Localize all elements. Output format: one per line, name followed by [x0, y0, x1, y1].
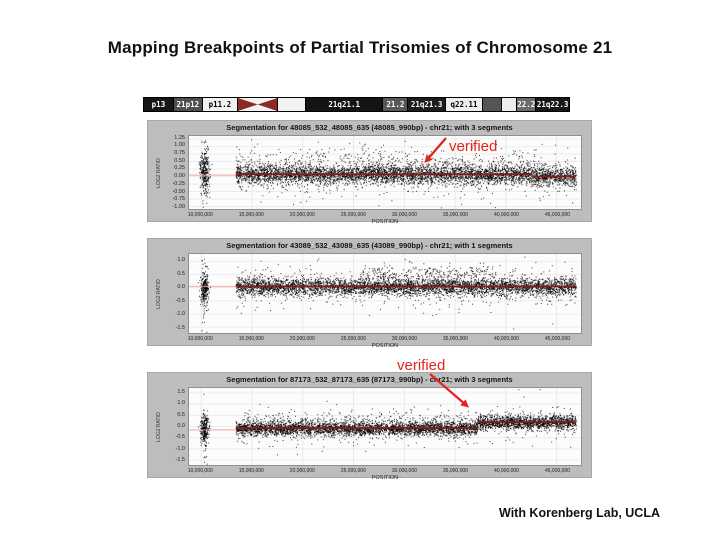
y-axis-label: LOG2 RATIO [156, 278, 162, 309]
y-tick-label: 1.0 [177, 257, 185, 264]
x-tick-label: 30,000,000 [391, 212, 417, 218]
x-tick-label: 25,000,000 [340, 468, 366, 474]
y-tick-label: 0.75 [174, 150, 185, 157]
x-tick-label: 45,000,000 [544, 212, 571, 218]
y-tick-label: -0.5 [175, 434, 185, 441]
y-tick-label: 0.5 [177, 411, 185, 418]
y-tick-label: 0.0 [177, 284, 185, 291]
y-tick-label: 1.00 [174, 142, 185, 149]
plot-area [188, 253, 582, 334]
y-tick-label: 0.5 [177, 270, 185, 277]
plot-area [188, 135, 582, 210]
chart-title: Segmentation for 48085_532_48085_635 (48… [226, 123, 513, 132]
segmentation-chart-3: Segmentation for 87173_532_87173_635 (87… [147, 372, 592, 481]
y-tick-label: 0.0 [177, 423, 185, 429]
x-tick-label: 45,000,000 [544, 468, 571, 474]
x-tick-label: 10,000,000 [187, 468, 213, 474]
scatter-canvas [189, 254, 581, 333]
ideogram-band: p11.2 [201, 98, 238, 111]
y-tick-label: -1.00 [172, 204, 185, 211]
y-tick-label: -0.50 [172, 188, 185, 195]
scatter-canvas [189, 136, 581, 209]
x-tick-label: 25,000,000 [340, 336, 366, 342]
ideogram-band: 21q22.3 [535, 98, 569, 111]
x-tick-label: 15,000,000 [238, 336, 264, 342]
centromere-band [237, 98, 278, 111]
y-tick-label: 0.25 [174, 165, 185, 172]
y-tick-label: -0.75 [172, 196, 185, 203]
x-tick-label: 10,000,000 [187, 336, 213, 342]
y-tick-label: 1.25 [174, 134, 185, 141]
x-tick-label: 40,000,000 [493, 212, 519, 218]
x-tick-label: 45,000,000 [544, 336, 571, 342]
ideogram-band: 21.2 [382, 98, 408, 111]
ideogram-band: 21p12 [172, 98, 202, 111]
x-tick-label: 10,000,000 [187, 212, 213, 218]
y-tick-label: -0.25 [172, 180, 185, 187]
y-tick-label: 1.0 [177, 400, 185, 407]
ideogram-band: 21q21.3 [407, 98, 445, 111]
x-tick-label: 40,000,000 [493, 336, 519, 342]
ideogram-band: q22.11 [444, 98, 483, 111]
x-tick-label: 20,000,000 [289, 212, 315, 218]
y-tick-label: 1.5 [177, 388, 185, 395]
plot-area [188, 387, 582, 466]
ideogram-band [482, 98, 501, 111]
slide-title: Mapping Breakpoints of Partial Trisomies… [107, 38, 613, 57]
x-tick-label: 35,000,000 [442, 212, 468, 218]
segmentation-chart-2: Segmentation for 43089_532_43089_635 (43… [147, 238, 592, 349]
y-tick-label: -1.0 [175, 311, 185, 318]
x-tick-label: 20,000,000 [289, 468, 315, 474]
ideogram-band: 22.2 [516, 98, 536, 111]
x-tick-label: 30,000,000 [391, 336, 417, 342]
x-axis-label: POSITION [371, 475, 399, 481]
credit-text: With Korenberg Lab, UCLA [499, 506, 660, 520]
ideogram-band [500, 98, 517, 111]
ideogram-band [277, 98, 306, 111]
x-axis-label: POSITION [371, 343, 399, 349]
ideogram-band: p13 [144, 98, 173, 111]
x-tick-label: 40,000,000 [493, 468, 519, 474]
x-tick-label: 20,000,000 [289, 336, 315, 342]
x-tick-label: 25,000,000 [340, 212, 366, 218]
scatter-canvas [189, 388, 581, 465]
y-tick-label: 0.50 [174, 157, 185, 164]
y-tick-label: 0.00 [174, 173, 185, 180]
x-axis-label: POSITION [371, 219, 399, 225]
segmentation-chart-1: Segmentation for 48085_532_48085_635 (48… [147, 120, 592, 225]
chromosome-ideogram: p13 21p12 p11.2 21q21.1 21.2 21q21.3 q22.11 22.… [143, 97, 570, 112]
x-tick-label: 30,000,000 [391, 468, 417, 474]
y-tick-label: -1.0 [175, 445, 185, 452]
chart-title: Segmentation for 87173_532_87173_635 (87… [226, 375, 513, 384]
x-tick-label: 15,000,000 [238, 212, 264, 218]
x-tick-label: 35,000,000 [442, 468, 468, 474]
chart-title: Segmentation for 43089_532_43089_635 (43… [226, 241, 513, 250]
y-tick-label: -0.5 [175, 297, 185, 304]
y-tick-label: -1.5 [175, 324, 185, 331]
x-tick-label: 15,000,000 [238, 468, 264, 474]
ideogram-band: 21q21.1 [305, 98, 383, 111]
y-tick-label: -1.5 [175, 457, 185, 464]
x-tick-label: 35,000,000 [442, 336, 468, 342]
